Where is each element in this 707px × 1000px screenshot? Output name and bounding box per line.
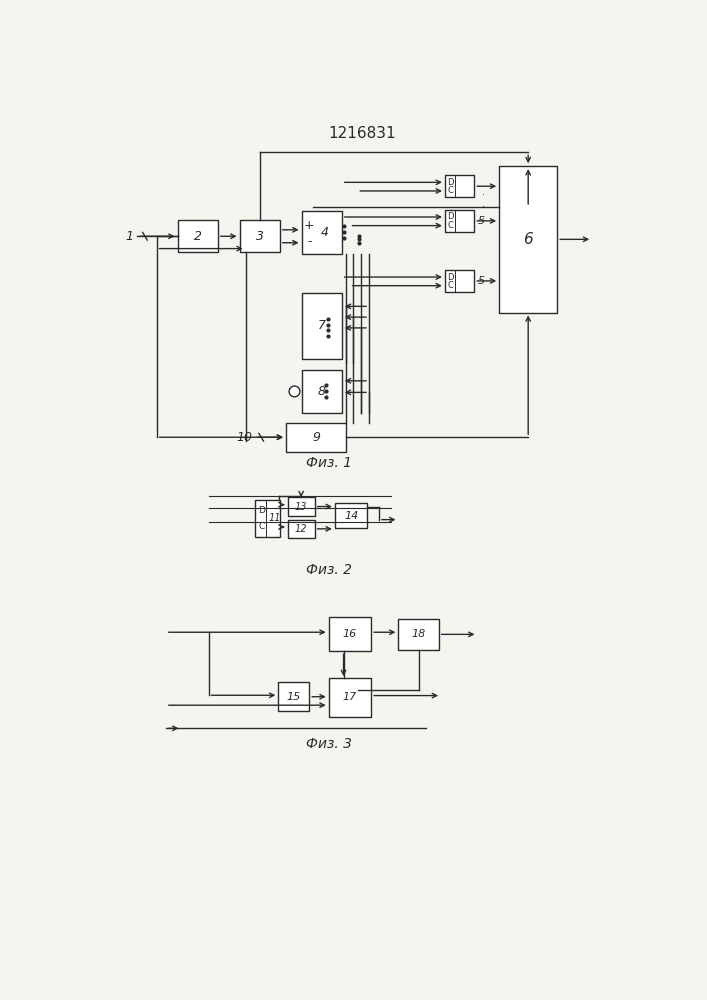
Text: 4: 4 [321, 226, 329, 239]
Bar [240, 220, 280, 252]
Text: Физ. 3: Физ. 3 [305, 737, 351, 751]
Text: 18: 18 [411, 629, 426, 639]
Text: 15: 15 [286, 692, 301, 702]
Text: D: D [447, 178, 454, 187]
Text: D: D [447, 212, 454, 221]
Text: 3: 3 [256, 230, 264, 243]
Bar [499, 166, 557, 312]
Bar [286, 423, 346, 452]
Text: 2: 2 [194, 230, 201, 243]
Bar [288, 520, 315, 538]
Bar [288, 497, 315, 516]
Text: 13: 13 [295, 502, 308, 512]
Bar [301, 211, 341, 254]
Text: Физ. 1: Физ. 1 [305, 456, 351, 470]
Text: D: D [447, 273, 454, 282]
Text: 16: 16 [343, 629, 357, 639]
Bar [329, 678, 371, 717]
Text: 10: 10 [236, 431, 252, 444]
Text: C: C [258, 522, 264, 531]
Bar [445, 175, 474, 197]
Bar [445, 210, 474, 232]
Text: 12: 12 [295, 524, 308, 534]
Text: 8: 8 [317, 385, 326, 398]
Text: 5: 5 [477, 216, 484, 226]
Bar [255, 500, 280, 537]
Bar [177, 220, 218, 252]
Text: D: D [258, 506, 264, 515]
Text: 7: 7 [317, 319, 326, 332]
Text: +: + [304, 219, 315, 232]
Text: C: C [448, 281, 453, 290]
Bar [398, 619, 438, 650]
Text: C: C [448, 186, 453, 195]
Text: Физ. 2: Физ. 2 [305, 563, 351, 577]
Text: ·
·
·: · · · [482, 190, 485, 224]
Bar [329, 617, 371, 651]
Text: 1216831: 1216831 [328, 126, 396, 141]
Text: 5: 5 [477, 276, 484, 286]
Bar [301, 293, 341, 359]
Text: 9: 9 [312, 431, 320, 444]
Circle shape [289, 386, 300, 397]
Bar [335, 503, 368, 528]
Bar [279, 682, 309, 711]
Text: 11: 11 [268, 513, 281, 523]
Text: 17: 17 [343, 692, 357, 702]
Text: 14: 14 [344, 511, 358, 521]
Text: 6: 6 [523, 232, 533, 247]
Text: -: - [307, 235, 312, 248]
Bar [301, 370, 341, 413]
Bar [445, 270, 474, 292]
Text: C: C [448, 221, 453, 230]
Text: 1: 1 [125, 230, 134, 243]
